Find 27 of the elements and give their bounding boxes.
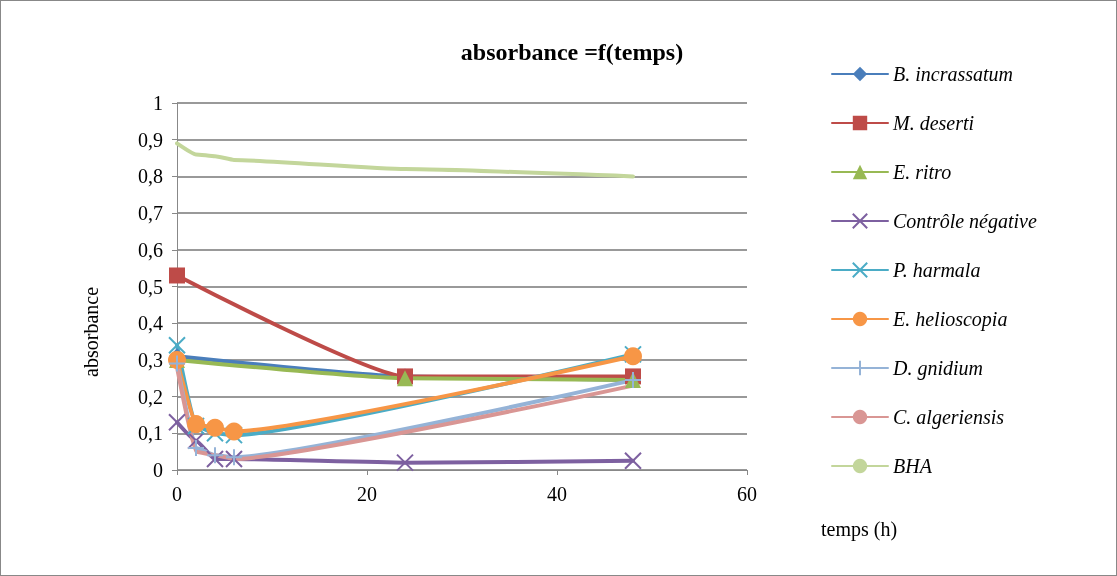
y-tick-label: 0,4 bbox=[138, 312, 163, 335]
legend-label: D. gnidium bbox=[892, 357, 983, 380]
legend-label: B. incrassatum bbox=[893, 63, 1013, 85]
legend-label: BHA bbox=[893, 455, 933, 477]
legend-label: M. deserti bbox=[892, 112, 975, 134]
x-tick-label: 20 bbox=[357, 483, 377, 505]
y-tick-label: 0,1 bbox=[138, 422, 163, 445]
y-axis-title: absorbance bbox=[80, 286, 102, 377]
legend-label: Contrôle négative bbox=[893, 210, 1037, 233]
chart-title: absorbance =f(temps) bbox=[460, 39, 684, 65]
y-tick-label: 1 bbox=[153, 92, 163, 114]
y-tick-label: 0,3 bbox=[138, 348, 163, 371]
legend-label: C. algeriensis bbox=[893, 406, 1005, 429]
legend-label: P. harmala bbox=[892, 259, 981, 281]
y-tick-label: 0,9 bbox=[138, 128, 163, 151]
y-tick-label: 0,7 bbox=[138, 202, 163, 225]
y-tick-label: 0,8 bbox=[138, 165, 163, 188]
x-tick-label: 0 bbox=[172, 483, 182, 505]
x-tick-label: 40 bbox=[547, 483, 567, 505]
legend-label: E. ritro bbox=[892, 161, 952, 183]
x-tick-label: 60 bbox=[737, 483, 757, 505]
legend-label: E. helioscopia bbox=[892, 308, 1008, 331]
y-tick-label: 0,6 bbox=[138, 238, 163, 261]
y-tick-label: 0,5 bbox=[138, 275, 163, 298]
y-tick-label: 0 bbox=[153, 459, 163, 481]
x-axis-title: temps (h) bbox=[821, 518, 898, 541]
y-tick-label: 0,2 bbox=[138, 385, 163, 408]
